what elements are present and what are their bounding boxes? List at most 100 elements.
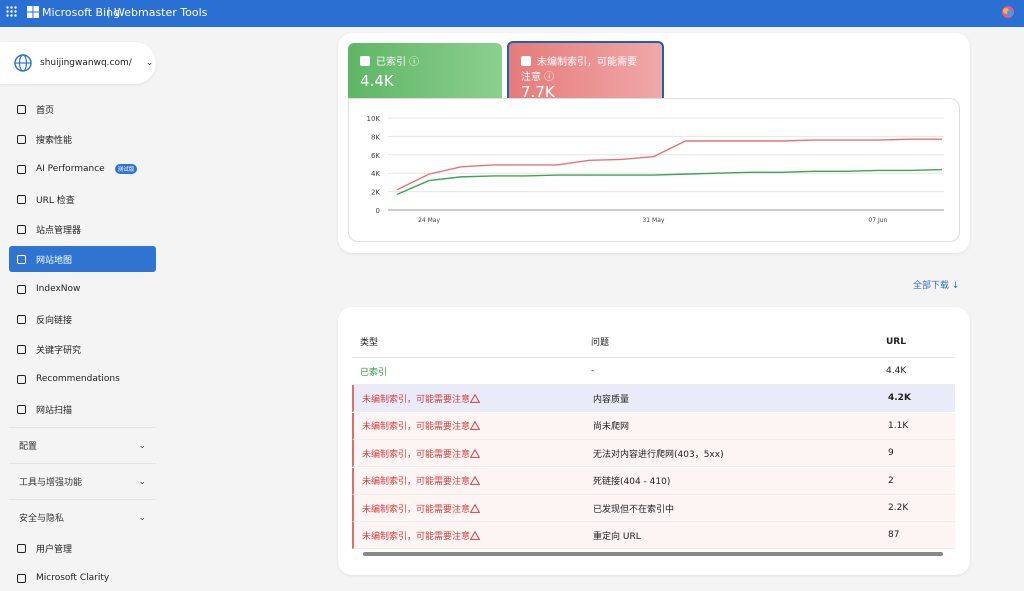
cell: 已发现但不在索引中 xyxy=(593,504,675,515)
cell: 未编制索引，可能需要注意 xyxy=(362,422,471,433)
nav-label: 首页 xyxy=(36,105,55,116)
nav-section[interactable]: 工具与增强功能 ⌄ xyxy=(9,463,156,499)
y-tick-label: 2K xyxy=(371,189,380,197)
section-label: 工具与增强功能 xyxy=(19,478,83,488)
cell: 未编制索引，可能需要注意 xyxy=(362,394,471,405)
card-value: 7.7K xyxy=(521,83,555,101)
warning-shape xyxy=(470,476,480,485)
warning-shape xyxy=(470,530,480,540)
series-line xyxy=(396,138,942,191)
nav-item[interactable]: 站点管理器 xyxy=(9,216,156,242)
cell: - xyxy=(591,366,595,376)
nav-icon xyxy=(17,314,26,324)
nav-item[interactable]: Microsoft Clarity xyxy=(9,565,156,591)
section-label: 配置 xyxy=(19,442,38,452)
cell: 未编制索引，可能需要注意 xyxy=(362,531,471,542)
nav-item[interactable]: 搜索性能 xyxy=(9,126,156,152)
scrollbar[interactable] xyxy=(363,552,943,556)
header-cell: 问题 xyxy=(591,338,610,348)
brand[interactable]: Microsoft Bing xyxy=(42,6,121,19)
nav-item[interactable]: Recommendations xyxy=(9,366,156,392)
site-selector[interactable]: shuijingwanwq.com/ ⌄ xyxy=(0,42,156,84)
nav-icon xyxy=(17,164,26,174)
apps-icon[interactable] xyxy=(6,6,17,17)
table-row[interactable]: 未编制索引，可能需要注意 无法对内容进行爬网(403，5xx) 9 xyxy=(352,440,955,468)
not-indexed-card[interactable]: 未编制索引，可能需要注意 ⓘ 7.7K xyxy=(507,41,664,101)
line-chart: 0 2K 4K 6K 8K 10K 24 May 31 May 07 Jun xyxy=(367,115,944,224)
cell: 9 xyxy=(888,448,894,459)
nav-item[interactable]: 用户管理 xyxy=(9,535,156,561)
warning-shape xyxy=(470,421,480,431)
nav-label: Recommendations xyxy=(36,374,120,384)
warning-shape xyxy=(470,393,480,403)
globe-icon xyxy=(14,54,32,72)
nav-label: 关键字研究 xyxy=(36,345,82,356)
card-label: 未编制索引，可能需要注意 xyxy=(521,57,637,83)
nav-label: URL 检查 xyxy=(36,195,75,206)
warning-shape xyxy=(470,448,480,458)
nav-item[interactable]: AI Performance 测试版 xyxy=(9,156,156,182)
nav-item[interactable]: URL 检查 xyxy=(9,186,156,212)
y-tick-label: 10K xyxy=(367,115,381,123)
nav-icon xyxy=(17,284,26,294)
nav-label: AI Performance xyxy=(36,164,105,174)
nav-label: 网站地图 xyxy=(36,255,73,266)
top-bar: Microsoft Bing | Webmaster Tools xyxy=(0,0,1024,27)
cell: 尚未爬网 xyxy=(593,422,630,433)
table-row[interactable]: 未编制索引，可能需要注意 已发现但不在索引中 2.2K xyxy=(352,495,955,522)
download-text[interactable]: 全部下载 xyxy=(913,281,950,291)
cell: 无法对内容进行爬网(403，5xx) xyxy=(593,449,724,460)
cell: 2 xyxy=(888,475,894,486)
nav-label: 站点管理器 xyxy=(36,225,82,236)
nav-label: Microsoft Clarity xyxy=(36,573,110,583)
cell: 4.4K xyxy=(886,366,907,376)
warning-icon xyxy=(470,421,480,431)
cell: 内容质量 xyxy=(593,394,630,405)
table-row[interactable]: 未编制索引，可能需要注意 尚未爬网 1.1K xyxy=(352,412,955,440)
table-row[interactable]: 未编制索引，可能需要注意 死链接(404 - 410) 2 xyxy=(352,467,955,495)
nav-section[interactable]: 配置 ⌄ xyxy=(9,427,156,463)
chart-box: 0 2K 4K 6K 8K 10K 24 May 31 May 07 Jun xyxy=(348,98,960,242)
y-tick-label: 0 xyxy=(376,207,380,215)
cell: 重定向 URL xyxy=(593,531,641,542)
warning-icon xyxy=(470,448,480,458)
nav-icon xyxy=(17,134,26,144)
indexed-card[interactable]: 已索引 ⓘ 4.4K xyxy=(348,43,502,98)
nav-label: 搜索性能 xyxy=(36,135,73,146)
nav-item[interactable]: IndexNow xyxy=(9,276,156,302)
cell: 87 xyxy=(888,530,900,541)
y-tick-label: 8K xyxy=(371,133,380,141)
table-row[interactable]: 未编制索引，可能需要注意 重定向 URL 87 xyxy=(352,522,955,550)
cell: 4.2K xyxy=(888,393,911,404)
download-link[interactable]: 全部下载 ↓ xyxy=(913,281,960,291)
table-header: 类型 问题 URL xyxy=(352,326,955,358)
ms-logo xyxy=(27,6,39,18)
site-name: shuijingwanwq.com/ xyxy=(40,58,132,68)
cell: 未编制索引，可能需要注意 xyxy=(362,504,471,515)
cell: 未编制索引，可能需要注意 xyxy=(362,449,471,460)
table-row[interactable]: 已索引 - 4.4K xyxy=(352,358,955,385)
copilot-icon[interactable] xyxy=(1001,5,1015,19)
series-line xyxy=(396,168,943,196)
cell: 未编制索引，可能需要注意 xyxy=(362,477,471,488)
nav-item[interactable]: 关键字研究 xyxy=(9,336,156,362)
nav-item[interactable]: 首页 xyxy=(9,96,156,122)
nav-item[interactable]: 网站地图 xyxy=(9,246,156,272)
warning-icon xyxy=(470,476,480,485)
x-tick-label: 24 May xyxy=(418,217,440,224)
header-cell: 类型 xyxy=(360,338,379,348)
nav-item[interactable]: 反向链接 xyxy=(9,306,156,332)
card-value: 4.4K xyxy=(360,72,394,90)
nav-section[interactable]: 安全与隐私 ⌄ xyxy=(9,499,156,535)
section-label: 安全与隐私 xyxy=(19,514,65,524)
y-tick-label: 6K xyxy=(371,152,380,160)
cell: 已索引 xyxy=(360,367,388,378)
nav-icon xyxy=(17,573,26,583)
nav-item[interactable]: 网站扫描 xyxy=(9,396,156,422)
nav-icon xyxy=(17,194,26,204)
product[interactable]: Webmaster Tools xyxy=(114,6,208,19)
table-row[interactable]: 未编制索引，可能需要注意 内容质量 4.2K xyxy=(352,385,955,413)
nav-icon xyxy=(17,344,26,354)
